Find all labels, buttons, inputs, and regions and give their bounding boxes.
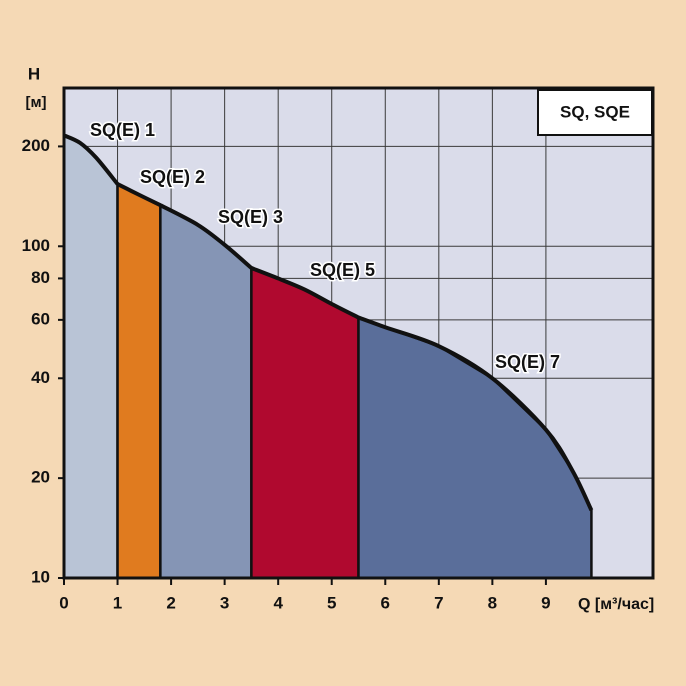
labels: 10 20 40 60 80 100 200 0 1 2 3 4 5 6 7 8 9 SQ(E) 1 SQ(E) 2… (22, 118, 562, 612)
x-axis-label: Q [м³/час] (578, 596, 654, 613)
chart-title: SQ, SQE (560, 102, 630, 121)
series-label: SQ(E) 7 (495, 352, 560, 372)
curve (250, 266, 360, 320)
area (116, 182, 162, 580)
y-tick-label: 20 (31, 468, 50, 487)
curve (116, 182, 162, 207)
area (250, 266, 360, 580)
x-tick-label: 0 (59, 593, 68, 612)
curve (159, 203, 253, 270)
x-tick-label: 9 (541, 593, 550, 612)
area (62, 133, 119, 580)
y-tick-label: 10 (31, 567, 50, 586)
series-label: SQ(E) 3 (218, 207, 283, 227)
title-box (537, 89, 653, 136)
x-tick-label: 3 (220, 593, 229, 612)
x-tick-label: 1 (113, 593, 122, 612)
area (159, 203, 253, 580)
plot-frame (62, 86, 655, 580)
y-axis-unit: [м] (25, 94, 46, 111)
y-tick-label: 200 (22, 136, 50, 155)
x-tick-label: 6 (381, 593, 390, 612)
y-tick-label: 60 (31, 309, 50, 328)
y-tick-label: 80 (31, 268, 50, 287)
x-tick-label: 7 (434, 593, 443, 612)
series-label: SQ(E) 5 (310, 260, 375, 280)
y-tick-label: 100 (22, 236, 50, 255)
series-label: SQ(E) 2 (140, 167, 205, 187)
x-tick-label: 5 (327, 593, 336, 612)
areas (62, 133, 594, 580)
curve (357, 315, 594, 512)
series-label: SQ(E) 1 (90, 120, 155, 140)
y-tick-label: 40 (31, 368, 50, 387)
x-tick-label: 2 (166, 593, 175, 612)
curve (63, 133, 120, 186)
y-axis-label: H (28, 64, 40, 83)
x-tick-label: 4 (273, 593, 283, 612)
x-tick-label: 8 (488, 593, 497, 612)
